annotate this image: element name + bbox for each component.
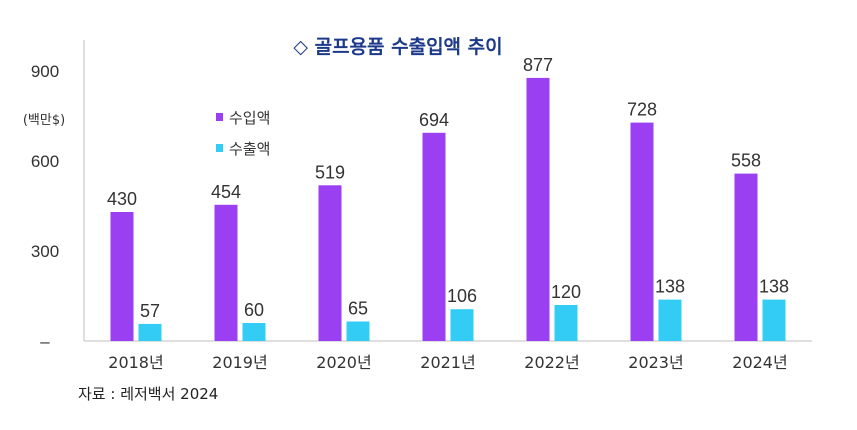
data-label: 120: [551, 282, 581, 302]
data-label: 138: [655, 277, 685, 297]
legend-label: 수출액: [229, 140, 270, 158]
bar-export: [554, 305, 578, 341]
bar-export: [450, 309, 474, 341]
data-label: 694: [419, 110, 449, 130]
data-label: 65: [348, 299, 368, 319]
y-tick-label: 300: [31, 242, 59, 261]
bar-export: [242, 323, 266, 341]
data-label: 60: [244, 300, 264, 320]
bar-export: [762, 299, 786, 341]
data-label: 106: [447, 286, 477, 306]
y-tick-label: 600: [31, 152, 59, 171]
x-tick-label: 2021년: [420, 353, 475, 372]
bar-import: [318, 185, 342, 341]
y-axis-ticks: 900 600 300 –: [31, 62, 59, 351]
x-tick-label: 2019년: [212, 353, 267, 372]
x-tick-label: 2018년: [108, 353, 163, 372]
chart-title: ◇ 골프용품 수출입액 추이: [293, 36, 502, 58]
bar-import: [214, 204, 238, 341]
x-tick-label: 2020년: [316, 353, 371, 372]
data-labels: 430 57 454 60 519 65 694 106 877 120 728 138 558 138: [107, 55, 789, 321]
data-label: 454: [211, 182, 241, 202]
legend-swatch: [216, 113, 223, 121]
data-label: 877: [523, 55, 553, 75]
bar-export: [138, 323, 162, 341]
x-axis-categories: 2018년 2019년 2020년 2021년 2022년 2023년 2024년: [108, 353, 787, 372]
data-label: 519: [315, 162, 345, 182]
x-tick-label: 2023년: [628, 353, 683, 372]
data-label: 558: [731, 151, 761, 171]
legend-label: 수입액: [229, 109, 270, 127]
bar-import: [422, 132, 446, 341]
source-note: 자료 : 레저백서 2024: [78, 385, 218, 403]
data-label: 728: [627, 100, 657, 120]
data-label: 57: [140, 301, 160, 321]
legend-swatch: [216, 144, 223, 152]
bar-import: [526, 77, 550, 342]
bar-import: [110, 212, 134, 341]
bar-import: [630, 122, 654, 341]
data-label: 138: [759, 277, 789, 297]
x-tick-label: 2022년: [524, 353, 579, 372]
bar-export: [346, 321, 370, 341]
y-tick-label: 900: [31, 62, 59, 81]
y-axis-unit: (백만$): [23, 113, 65, 128]
bars: [110, 77, 786, 342]
bar-import: [734, 173, 758, 341]
bar-export: [658, 299, 682, 341]
data-label: 430: [107, 189, 137, 209]
y-tick-label: –: [40, 332, 50, 351]
x-tick-label: 2024년: [732, 353, 787, 372]
